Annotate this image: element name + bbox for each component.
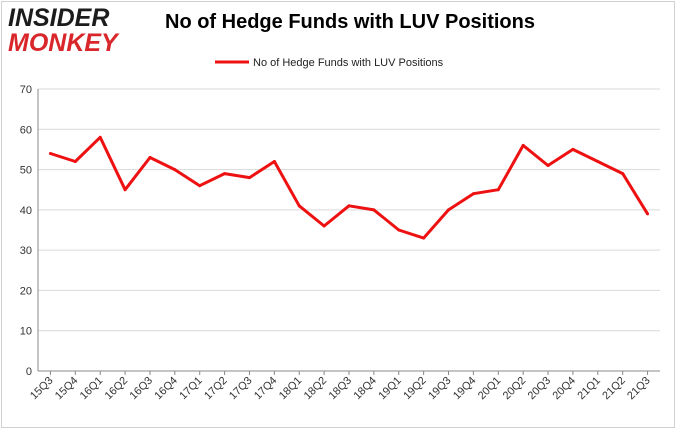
- data-point: [397, 228, 401, 232]
- x-tick-label: 15Q3: [28, 375, 56, 403]
- data-point: [223, 172, 227, 176]
- x-tick-label: 21Q1: [575, 375, 603, 403]
- x-tick-label: 19Q3: [426, 375, 454, 403]
- data-point: [148, 155, 152, 159]
- data-point: [496, 188, 500, 192]
- data-point: [447, 208, 451, 212]
- y-tick-label: 60: [20, 124, 32, 136]
- y-tick-label: 0: [26, 366, 32, 378]
- data-point: [198, 184, 202, 188]
- x-tick-label: 16Q1: [78, 375, 106, 403]
- data-point: [596, 160, 600, 164]
- data-point: [297, 204, 301, 208]
- x-tick-label: 17Q4: [252, 375, 280, 403]
- data-point: [471, 192, 475, 196]
- x-axis-ticks: 15Q315Q416Q116Q216Q316Q417Q117Q217Q317Q4…: [28, 371, 653, 402]
- y-tick-label: 70: [20, 84, 32, 96]
- x-tick-label: 20Q4: [551, 375, 579, 403]
- y-axis-ticks: 0 10 20 30 40 50 60 70: [20, 84, 32, 378]
- x-tick-label: 17Q2: [202, 375, 230, 403]
- data-point: [98, 135, 102, 139]
- data-point: [173, 168, 177, 172]
- y-tick-label: 50: [20, 165, 32, 177]
- y-tick-label: 30: [20, 245, 32, 257]
- series-layer: [48, 135, 650, 240]
- x-tick-label: 20Q3: [526, 375, 554, 403]
- chart-title: No of Hedge Funds with LUV Positions: [165, 11, 535, 33]
- y-tick-label: 10: [20, 326, 32, 338]
- x-tick-label: 19Q1: [376, 375, 404, 403]
- x-tick-label: 17Q1: [177, 375, 205, 403]
- x-tick-label: 18Q3: [327, 375, 355, 403]
- x-tick-label: 17Q3: [227, 375, 255, 403]
- data-point: [571, 147, 575, 151]
- x-tick-label: 19Q4: [451, 375, 479, 403]
- data-point: [272, 160, 276, 164]
- x-tick-label: 18Q2: [302, 375, 330, 403]
- data-point: [646, 212, 650, 216]
- x-tick-label: 21Q3: [625, 375, 653, 403]
- insider-monkey-logo: INSIDER MONKEY: [8, 4, 126, 60]
- data-point: [422, 236, 426, 240]
- x-tick-label: 19Q2: [401, 375, 429, 403]
- data-point: [322, 224, 326, 228]
- x-tick-label: 21Q2: [600, 375, 628, 403]
- x-tick-label: 16Q3: [128, 375, 156, 403]
- data-point: [123, 188, 127, 192]
- data-point: [73, 160, 77, 164]
- data-point: [546, 164, 550, 168]
- legend-label: No of Hedge Funds with LUV Positions: [253, 57, 444, 69]
- x-tick-label: 16Q4: [152, 375, 180, 403]
- data-point: [521, 143, 525, 147]
- data-point: [347, 204, 351, 208]
- logo-line2: MONKEY: [8, 29, 118, 57]
- series-line: [49, 135, 649, 240]
- legend: No of Hedge Funds with LUV Positions: [215, 57, 444, 69]
- x-tick-label: 20Q2: [501, 375, 529, 403]
- data-point: [621, 172, 625, 176]
- x-tick-label: 15Q4: [53, 375, 81, 403]
- data-point: [372, 208, 376, 212]
- y-tick-label: 20: [20, 285, 32, 297]
- grid-lines: [37, 88, 660, 372]
- x-tick-label: 18Q1: [277, 375, 305, 403]
- x-tick-label: 18Q4: [351, 375, 379, 403]
- x-tick-label: 20Q1: [476, 375, 504, 403]
- x-tick-label: 16Q2: [103, 375, 131, 403]
- logo-line1: INSIDER: [8, 4, 110, 32]
- data-point: [48, 151, 52, 155]
- data-point: [247, 176, 251, 180]
- y-tick-label: 40: [20, 205, 32, 217]
